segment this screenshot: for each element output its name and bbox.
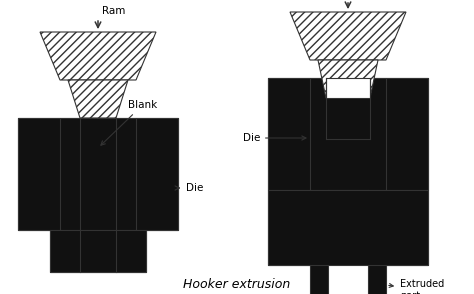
Text: Ram: Ram <box>102 6 126 16</box>
Text: Die: Die <box>175 183 203 193</box>
Polygon shape <box>40 32 156 80</box>
Bar <box>268 190 428 265</box>
Bar <box>328 265 368 294</box>
Bar <box>80 230 116 272</box>
Bar <box>326 78 370 98</box>
Text: Blank: Blank <box>101 100 157 145</box>
Bar <box>18 118 178 230</box>
Bar <box>310 190 328 265</box>
Polygon shape <box>290 12 406 60</box>
Bar <box>328 190 368 225</box>
Bar <box>80 118 116 230</box>
Text: Extruded
part: Extruded part <box>389 279 444 294</box>
Polygon shape <box>318 60 378 98</box>
Bar <box>60 118 136 230</box>
Bar <box>50 230 146 272</box>
Bar <box>310 78 386 190</box>
Bar <box>368 190 386 265</box>
Bar <box>368 265 386 294</box>
Text: Die: Die <box>243 133 306 143</box>
Bar <box>268 78 310 190</box>
Bar <box>50 230 146 272</box>
Bar <box>136 118 178 230</box>
Bar <box>268 78 428 190</box>
Text: Hooker extrusion: Hooker extrusion <box>183 278 291 290</box>
Bar <box>268 190 428 265</box>
Bar <box>368 190 386 265</box>
Bar <box>18 118 60 230</box>
Bar <box>326 78 370 140</box>
Bar <box>310 78 386 190</box>
Bar <box>386 78 428 190</box>
Bar <box>60 118 136 230</box>
Bar <box>310 265 328 294</box>
Polygon shape <box>68 80 128 118</box>
Bar <box>310 190 328 265</box>
Bar <box>328 190 368 265</box>
